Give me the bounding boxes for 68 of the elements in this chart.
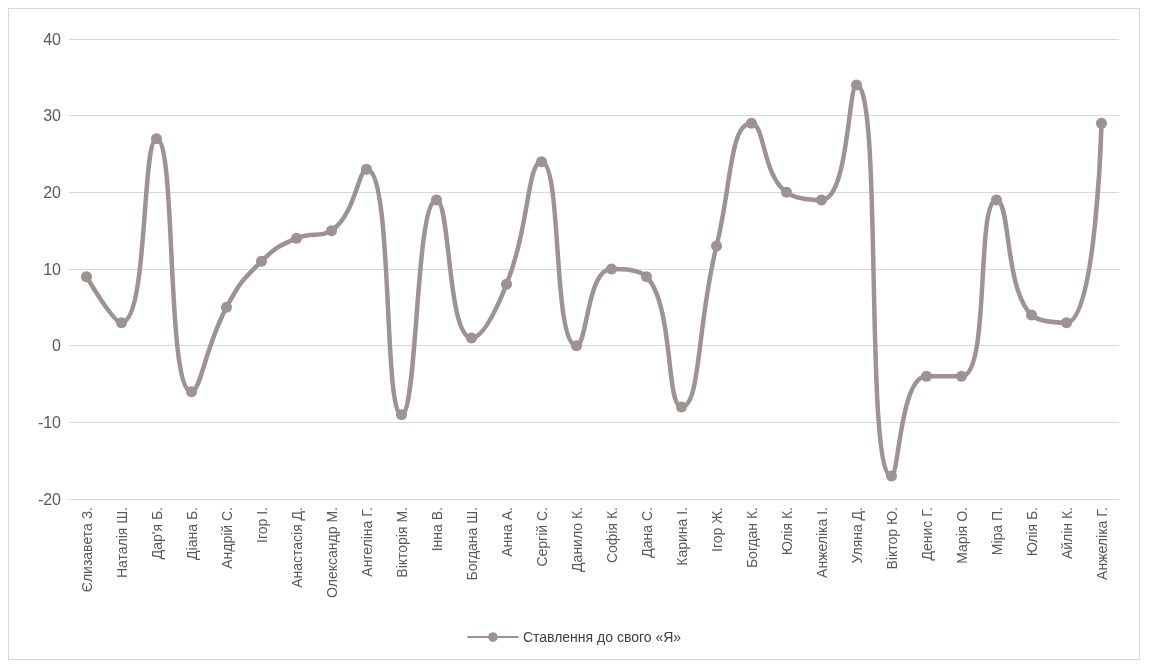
x-tick-label: Ігор Ж. (708, 507, 725, 552)
x-tick-label: Софія К. (603, 507, 620, 564)
point (396, 409, 407, 421)
point (186, 386, 197, 398)
x-tick-label: Юлія К. (778, 507, 795, 556)
x-tick-label: Марія О. (953, 507, 970, 564)
point (81, 271, 92, 283)
x-tick-label: Карина І. (673, 507, 690, 566)
point (361, 163, 372, 175)
point (571, 340, 582, 352)
y-tick-label: 0 (52, 337, 62, 355)
x-tick-label: Уляна Д. (848, 507, 865, 564)
x-tick-label: Діана Б. (183, 507, 200, 560)
x-tick-label: Ангеліна Г. (358, 507, 375, 577)
point (781, 186, 792, 198)
x-tick-label: Андрій С. (218, 507, 235, 569)
y-tick-label: -10 (37, 413, 62, 431)
point (676, 401, 687, 413)
x-tick-label: Сергій С. (533, 507, 550, 567)
x-tick-label: Айлін К. (1058, 507, 1075, 560)
x-tick-label: Денис Г. (918, 507, 935, 561)
point (1026, 309, 1037, 321)
point (151, 133, 162, 145)
point (466, 332, 477, 344)
legend-label: Ставлення до свого «Я» (522, 629, 682, 645)
x-tick-label: Анастасія Д. (288, 507, 305, 588)
x-tick-label: Наталія Ш. (113, 507, 130, 579)
point (886, 470, 897, 482)
x-tick-label: Анжеліка Г. (1093, 507, 1110, 580)
point (431, 194, 442, 206)
x-tick-label: Данило К. (568, 507, 585, 572)
point (1096, 117, 1107, 129)
y-tick-label: -20 (37, 490, 62, 508)
y-tick-label: 10 (43, 260, 62, 278)
point (256, 255, 267, 267)
x-tick-label: Міра П. (988, 507, 1005, 556)
x-tick-label: Богдан К. (743, 507, 760, 569)
x-tick-label: Віктор Ю. (883, 507, 900, 570)
x-tick-label: Богдана Ш. (463, 507, 480, 581)
x-tick-label: Олександр М. (323, 507, 340, 598)
point (501, 278, 512, 290)
point (711, 240, 722, 252)
y-tick-label: 40 (43, 30, 62, 48)
point (1061, 317, 1072, 329)
point (921, 370, 932, 382)
point (641, 271, 652, 283)
x-tick-label: Вікторія М. (393, 507, 410, 578)
y-tick-label: 30 (43, 107, 62, 125)
x-tick-label: Ігор І. (253, 507, 270, 543)
x-tick-label: Інна В. (428, 507, 445, 552)
x-tick-label: Анжеліка І. (813, 507, 830, 578)
point (291, 232, 302, 244)
point (326, 225, 337, 237)
x-tick-label: Юлія Б. (1023, 507, 1040, 557)
x-tick-label: Дар'я Б. (148, 507, 165, 560)
point (816, 194, 827, 206)
point (991, 194, 1002, 206)
point (116, 317, 127, 329)
x-tick-label: Єлизавета З. (78, 507, 95, 593)
point (746, 117, 757, 129)
y-tick-label: 20 (43, 183, 62, 201)
point (851, 79, 862, 91)
point (221, 301, 232, 313)
point (956, 370, 967, 382)
point (606, 263, 617, 275)
x-tick-label: Анна А. (498, 507, 515, 557)
x-tick-label: Дана С. (638, 507, 655, 558)
point (536, 156, 547, 168)
